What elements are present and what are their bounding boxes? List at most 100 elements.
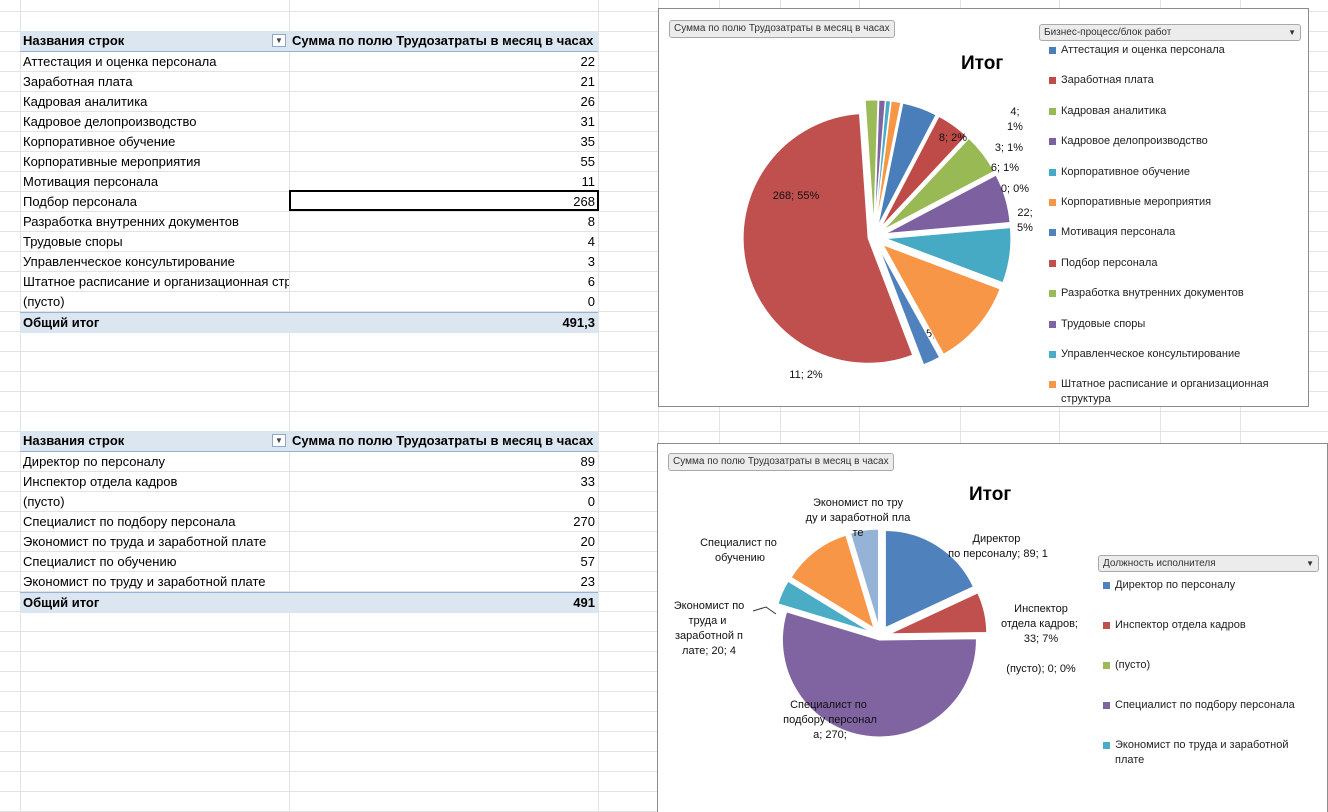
- grand-total-label: Общий итог: [23, 595, 100, 610]
- pivot-row[interactable]: Заработная плата 21: [20, 72, 598, 92]
- value-field-button[interactable]: Сумма по полю Трудозатраты в месяц в час…: [669, 20, 895, 38]
- pie-slice[interactable]: [880, 115, 967, 228]
- value-field-header: Сумма по полю Трудозатраты в месяц в час…: [292, 433, 594, 448]
- data-label: 3; 1%: [995, 142, 1023, 154]
- pie-slice[interactable]: [874, 99, 892, 226]
- chevron-down-icon: ▼: [1306, 559, 1314, 568]
- pie-slice[interactable]: [790, 534, 875, 630]
- data-label: 22; 5%: [1017, 207, 1033, 234]
- pie-slice[interactable]: [883, 137, 995, 231]
- row-label: Специалист по обучению: [23, 554, 177, 569]
- row-value: 22: [580, 54, 595, 69]
- pivot-row[interactable]: Управленческое консультирование 3: [20, 252, 598, 272]
- row-label: Подбор персонала: [23, 194, 137, 209]
- legend-field-label: Бизнес-процесс/блок работ: [1044, 27, 1172, 38]
- pie-slice[interactable]: [889, 592, 988, 635]
- legend-label: Управленческое консультирование: [1061, 348, 1241, 360]
- value-field-button[interactable]: Сумма по полю Трудозатраты в месяц в час…: [668, 453, 894, 471]
- pivot-row[interactable]: Директор по персоналу 89: [20, 452, 598, 472]
- pivot-row[interactable]: Кадровая аналитика 26: [20, 92, 598, 112]
- pivot-row[interactable]: Инспектор отдела кадров 33: [20, 472, 598, 492]
- pie-slice[interactable]: [874, 99, 886, 226]
- data-label: 8; 2%: [939, 132, 967, 144]
- legend-label: (пусто): [1115, 659, 1151, 671]
- legend-label: Специалист по подбору персонала: [1115, 699, 1295, 711]
- pivot-row[interactable]: Специалист по обучению 57: [20, 552, 598, 572]
- pie-chart-position[interactable]: Сумма по полю Трудозатраты в месяц в час…: [657, 443, 1328, 812]
- pie-slice[interactable]: [849, 528, 880, 627]
- row-label: Кадровая аналитика: [23, 94, 148, 109]
- legend-swatch: [1049, 351, 1056, 358]
- pie-slice[interactable]: [877, 102, 937, 226]
- filter-dropdown-icon[interactable]: ▼: [272, 434, 286, 447]
- row-value: 33: [580, 474, 595, 489]
- grand-total-value: 491,3: [562, 315, 595, 330]
- selected-cell[interactable]: [289, 190, 599, 211]
- pivot-row[interactable]: Аттестация и оценка персонала 22: [20, 52, 598, 72]
- pie-slice[interactable]: [885, 227, 1012, 284]
- pie-slice[interactable]: [782, 611, 977, 738]
- pie-slice[interactable]: [885, 174, 1011, 235]
- chart-title: Итог: [969, 484, 1012, 505]
- data-label: Инспектор отдела кадров; 33; 7%: [1001, 603, 1081, 645]
- legend-label: Директор по персоналу: [1115, 579, 1236, 591]
- row-value: 31: [580, 114, 595, 129]
- legend-swatch: [1049, 229, 1056, 237]
- pie-slice[interactable]: [881, 243, 1001, 355]
- pivot-row[interactable]: Экономист по труду и заработной плате 23: [20, 572, 598, 592]
- pivot-row[interactable]: (пусто) 0: [20, 292, 598, 312]
- row-label: Кадровое делопроизводство: [23, 114, 197, 129]
- legend-swatch: [1049, 290, 1056, 298]
- data-label: 0; 0%: [1001, 183, 1029, 195]
- pivot-row[interactable]: Штатное расписание и организационная стр…: [20, 272, 598, 292]
- pie-slice[interactable]: [878, 247, 941, 366]
- leader-line: [752, 606, 777, 615]
- pivot-row[interactable]: Специалист по подбору персонала 270: [20, 512, 598, 532]
- row-label: Инспектор отдела кадров: [23, 474, 178, 489]
- pivot-row[interactable]: Корпоративные мероприятия 55: [20, 152, 598, 172]
- data-label: (пусто); 0; 0%: [1006, 663, 1076, 675]
- pivot-row[interactable]: Трудовые споры 4: [20, 232, 598, 252]
- row-labels-header: Названия строк: [23, 33, 125, 48]
- pie-slice[interactable]: [884, 530, 975, 629]
- legend-label: Инспектор отдела кадров: [1115, 619, 1246, 631]
- row-value: 268: [573, 194, 595, 209]
- pivot-row[interactable]: (пусто) 0: [20, 492, 598, 512]
- legend-swatch: [1103, 582, 1110, 589]
- pivot-row[interactable]: Подбор персонала 268: [20, 192, 598, 212]
- legend-label: Заработная плата: [1061, 74, 1154, 87]
- pivot-row[interactable]: Экономист по труда и заработной плате 20: [20, 532, 598, 552]
- row-value: 89: [580, 454, 595, 469]
- legend-field-label: Должность исполнителя: [1103, 558, 1216, 569]
- pie-plot: Директор по персоналу; 89; 1 Инспектор отд…: [674, 497, 1081, 741]
- legend-label: Аттестация и оценка персонала: [1061, 44, 1225, 56]
- row-value: 23: [580, 574, 595, 589]
- row-label: Штатное расписание и организационная стр…: [23, 274, 289, 289]
- legend-label: Трудовые споры: [1061, 317, 1146, 330]
- pivot-row[interactable]: Кадровое делопроизводство 31: [20, 112, 598, 132]
- filter-dropdown-icon[interactable]: ▼: [272, 34, 286, 47]
- legend-field-button[interactable]: Должность исполнителя ▼: [1098, 555, 1319, 572]
- row-value: 26: [580, 94, 595, 109]
- pie-slice[interactable]: [864, 99, 879, 226]
- pie-slice[interactable]: [777, 580, 872, 633]
- chart-title: Итог: [961, 53, 1004, 74]
- pivot-row[interactable]: Корпоративное обучение 35: [20, 132, 598, 152]
- data-label: 6; 1%: [991, 162, 1019, 174]
- pivot-header: Названия строк ▼ Сумма по полю Трудозатр…: [20, 431, 598, 452]
- row-value: 11: [581, 174, 596, 189]
- pie-slice[interactable]: [742, 113, 914, 364]
- pivot-row[interactable]: Мотивация персонала 11: [20, 172, 598, 192]
- pie-chart-business-process[interactable]: Сумма по полю Трудозатраты в месяц в час…: [658, 8, 1309, 407]
- legend-field-button[interactable]: Бизнес-процесс/блок работ ▼: [1039, 24, 1301, 41]
- pivot-row[interactable]: Разработка внутренних документов 8: [20, 212, 598, 232]
- grand-total-label: Общий итог: [23, 315, 100, 330]
- legend-label: Штатное расписание и организационная стр…: [1061, 378, 1269, 406]
- value-field-header: Сумма по полю Трудозатраты в месяц в час…: [292, 33, 594, 48]
- legend-swatch: [1103, 662, 1110, 669]
- row-label: Специалист по подбору персонала: [23, 514, 236, 529]
- row-value: 4: [587, 234, 595, 249]
- row-value: 20: [580, 534, 595, 549]
- row-label: Директор по персоналу: [23, 454, 165, 469]
- pie-slice[interactable]: [875, 100, 902, 226]
